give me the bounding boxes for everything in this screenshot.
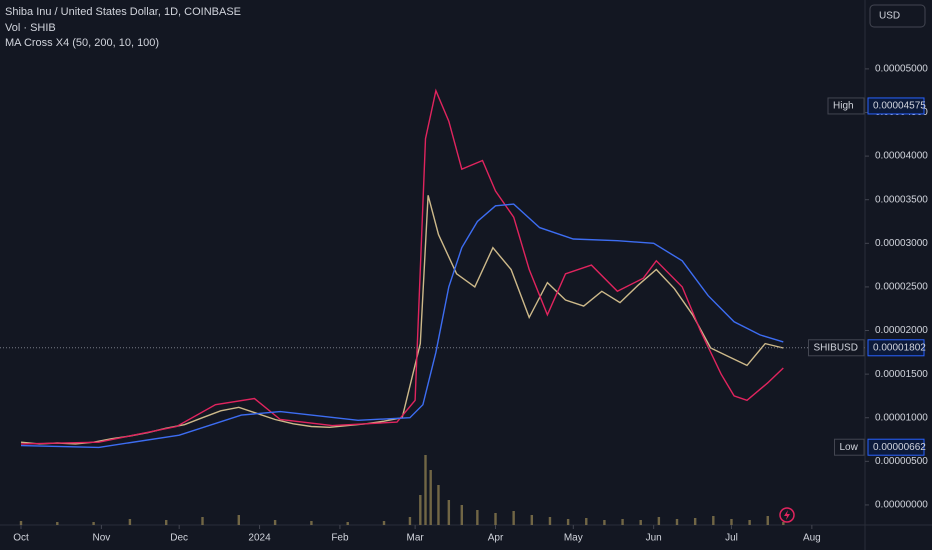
volume-bar bbox=[548, 517, 552, 525]
y-tick-label: 0.00001500 bbox=[875, 369, 928, 380]
volume-bar bbox=[494, 513, 497, 525]
price-line bbox=[20, 203, 784, 449]
x-tick-label: Feb bbox=[331, 533, 349, 544]
y-tick-label: 0.00002500 bbox=[875, 282, 928, 293]
y-tick-label: 0.00004000 bbox=[875, 151, 928, 162]
x-tick-label: 2024 bbox=[248, 533, 271, 544]
y-tick-label: 0.00003500 bbox=[875, 194, 928, 205]
volume-bar bbox=[621, 519, 624, 525]
volume-bar bbox=[346, 522, 349, 525]
currency-button[interactable] bbox=[869, 4, 926, 28]
y-tick-label: 0.00000000 bbox=[875, 500, 928, 511]
x-tick-label: Oct bbox=[13, 533, 29, 544]
x-tick-label: May bbox=[564, 533, 583, 544]
y-tick-label: 0.00002000 bbox=[875, 325, 928, 336]
indicator-label: Vol · SHIB bbox=[5, 22, 56, 34]
y-tick-label: 0.00000500 bbox=[875, 456, 928, 467]
volume-bar bbox=[766, 516, 769, 525]
volume-bar bbox=[273, 520, 277, 525]
volume-bar bbox=[530, 515, 534, 525]
volume-bar bbox=[639, 520, 642, 525]
volume-bar bbox=[512, 511, 515, 525]
x-tick-label: Jun bbox=[646, 533, 662, 544]
volume-bar bbox=[165, 520, 168, 525]
volume-bar bbox=[429, 470, 432, 525]
x-tick-label: Nov bbox=[92, 533, 110, 544]
volume-bar bbox=[585, 518, 588, 525]
y-tick-label: 0.00005000 bbox=[875, 64, 928, 75]
volume-bar bbox=[128, 519, 132, 525]
volume-bar bbox=[566, 519, 570, 525]
price-tag-value: 0.00001802 bbox=[873, 342, 926, 353]
volume-bar bbox=[447, 500, 451, 525]
volume-bar bbox=[92, 522, 95, 525]
volume-bar bbox=[56, 522, 59, 525]
y-tick-label: 0.00003000 bbox=[875, 238, 928, 249]
alert-icon[interactable] bbox=[779, 507, 795, 523]
x-tick-label: Dec bbox=[170, 533, 188, 544]
price-tag-label: Low bbox=[840, 442, 859, 453]
volume-bar bbox=[408, 517, 412, 525]
volume-bar bbox=[19, 521, 23, 525]
chart-title: Shiba Inu / United States Dollar, 1D, CO… bbox=[5, 6, 241, 18]
price-tag-value: 0.00000662 bbox=[873, 442, 926, 453]
price-tag-value: 0.00004575 bbox=[873, 101, 926, 112]
volume-bar bbox=[603, 520, 606, 525]
volume-bar bbox=[730, 519, 733, 525]
price-line bbox=[20, 88, 784, 445]
volume-bar bbox=[712, 516, 715, 525]
volume-bar bbox=[476, 510, 479, 525]
volume-bar bbox=[419, 495, 422, 525]
x-tick-label: Aug bbox=[803, 533, 821, 544]
volume-bar bbox=[693, 518, 697, 525]
x-tick-label: Apr bbox=[488, 533, 504, 544]
price-tag-label: SHIBUSD bbox=[814, 342, 858, 353]
volume-bar bbox=[201, 517, 204, 525]
x-tick-label: Jul bbox=[725, 533, 738, 544]
indicator-label: MA Cross X4 (50, 200, 10, 100) bbox=[5, 37, 159, 49]
volume-bar bbox=[657, 517, 661, 525]
price-tag-value-box bbox=[867, 97, 925, 115]
price-tag-label-box bbox=[827, 97, 865, 115]
currency-label: USD bbox=[879, 11, 900, 22]
volume-bar bbox=[310, 521, 313, 525]
volume-bar bbox=[782, 522, 785, 525]
volume-bar bbox=[437, 485, 440, 525]
volume-bar bbox=[237, 515, 241, 525]
price-tag-value-box bbox=[867, 438, 925, 456]
price-tag-label: High bbox=[833, 101, 854, 112]
volume-bar bbox=[748, 520, 751, 525]
price-tag-value-box bbox=[867, 339, 925, 357]
volume-bar bbox=[460, 505, 464, 525]
volume-bar bbox=[382, 521, 386, 525]
volume-bar bbox=[424, 455, 427, 525]
y-tick-label: 0.00001000 bbox=[875, 412, 928, 423]
volume-bar bbox=[675, 519, 679, 525]
x-tick-label: Mar bbox=[407, 533, 425, 544]
price-tag-label-box bbox=[808, 339, 865, 357]
price-tag-label-box bbox=[834, 438, 865, 456]
